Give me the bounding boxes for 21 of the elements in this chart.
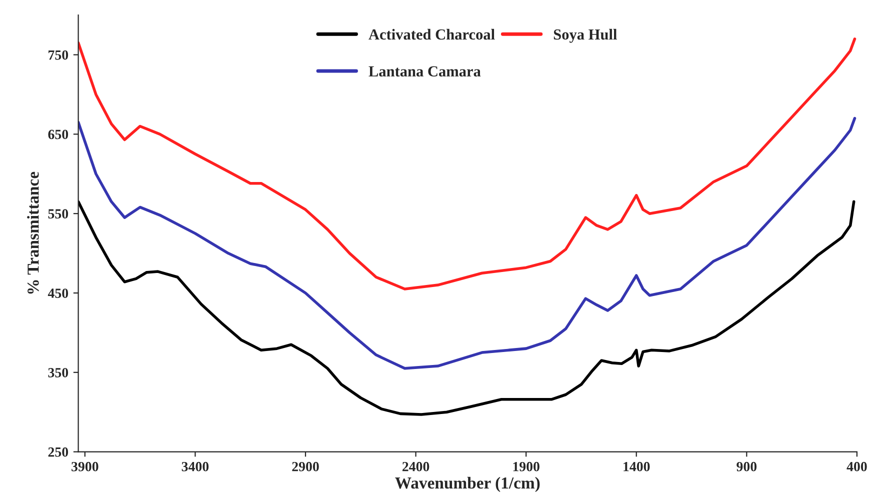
- y-tick-label: 350: [48, 368, 68, 378]
- x-tick-label: 400: [846, 462, 867, 472]
- y-tick-label: 450: [48, 288, 68, 298]
- x-tick-label: 2400: [402, 462, 430, 472]
- x-tick-label: 3400: [182, 462, 209, 472]
- x-axis-title: Wavenumber (1/cm): [395, 476, 540, 492]
- x-tick-label: 3900: [72, 462, 98, 472]
- legend-label: Soya Hull: [554, 28, 617, 43]
- x-tick-label: 1900: [513, 462, 540, 472]
- legend-label: Activated Charcoal: [368, 28, 495, 40]
- y-axis-title: % Transmittance: [27, 172, 39, 294]
- x-tick-label: 2900: [292, 462, 319, 472]
- line-series: [78, 200, 856, 416]
- y-tick-label: 650: [48, 130, 68, 140]
- y-tick-label: 550: [48, 209, 68, 219]
- line-series: [78, 116, 856, 370]
- y-tick-label: 750: [48, 50, 68, 60]
- legend-label: Lantana Camara: [368, 66, 481, 77]
- y-tick-label: 250: [48, 447, 68, 457]
- x-tick-label: 1400: [624, 462, 650, 472]
- x-tick-label: 900: [736, 462, 757, 472]
